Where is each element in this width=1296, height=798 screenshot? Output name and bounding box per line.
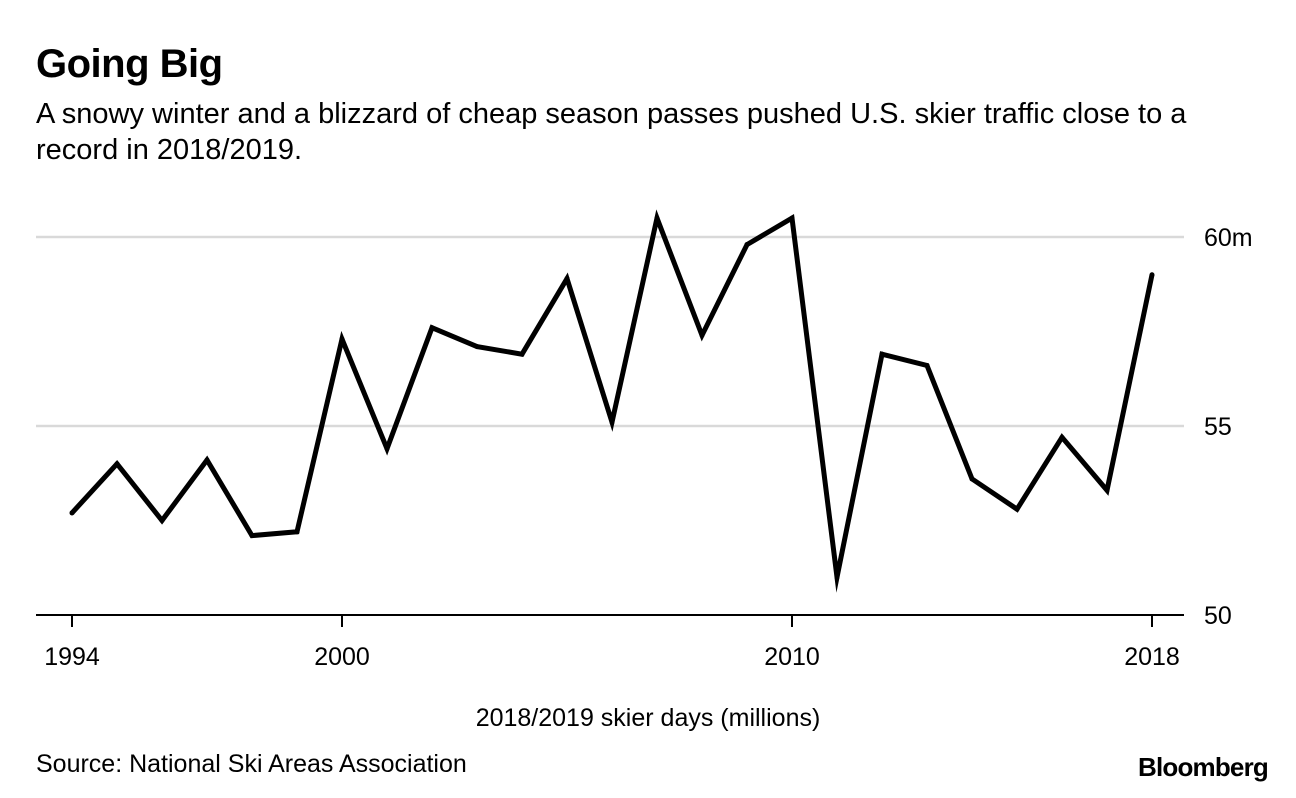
brand-logo: Bloomberg bbox=[1137, 752, 1269, 782]
data-point-2004 bbox=[519, 351, 525, 357]
data-point-2015 bbox=[1014, 506, 1020, 512]
source-note: Source: National Ski Areas Association bbox=[36, 750, 467, 778]
x-tick-label-2000: 2000 bbox=[314, 643, 370, 671]
data-point-2012 bbox=[879, 351, 885, 357]
data-point-2014 bbox=[969, 476, 975, 482]
x-axis-label: 2018/2019 skier days (millions) bbox=[475, 704, 821, 732]
data-point-2016 bbox=[1059, 434, 1065, 440]
data-point-2009 bbox=[744, 242, 750, 248]
data-point-2005 bbox=[564, 276, 570, 282]
data-point-1995 bbox=[114, 461, 120, 467]
data-point-1996 bbox=[159, 518, 165, 523]
x-tick-label-1994: 1994 bbox=[44, 643, 100, 671]
data-point-1998 bbox=[249, 533, 255, 539]
data-point-2011 bbox=[834, 574, 840, 580]
data-point-1999 bbox=[294, 529, 300, 535]
data-point-1997 bbox=[204, 457, 210, 463]
data-point-2017 bbox=[1104, 487, 1110, 493]
data-point-2001 bbox=[384, 446, 390, 452]
y-tick-label-50: 50 bbox=[1204, 602, 1232, 630]
data-point-2003 bbox=[474, 344, 480, 350]
data-point-1994 bbox=[69, 510, 75, 516]
x-tick-label-2010: 2010 bbox=[764, 643, 820, 671]
data-point-2000 bbox=[339, 336, 345, 342]
data-point-2010 bbox=[789, 215, 795, 221]
data-point-2007 bbox=[654, 215, 660, 221]
x-tick-label-2018: 2018 bbox=[1124, 643, 1180, 671]
data-point-2008 bbox=[699, 332, 705, 338]
data-point-2006 bbox=[609, 419, 615, 425]
data-point-2002 bbox=[429, 325, 435, 331]
series-line-skier-days bbox=[70, 209, 1155, 593]
y-tick-label-55: 55 bbox=[1204, 413, 1232, 441]
y-tick-label-60: 60m bbox=[1204, 224, 1253, 252]
data-point-2018 bbox=[1149, 272, 1155, 278]
data-point-2013 bbox=[924, 363, 930, 369]
chart-title: Going Big bbox=[36, 42, 223, 86]
chart-subtitle: A snowy winter and a blizzard of cheap s… bbox=[36, 98, 1187, 166]
